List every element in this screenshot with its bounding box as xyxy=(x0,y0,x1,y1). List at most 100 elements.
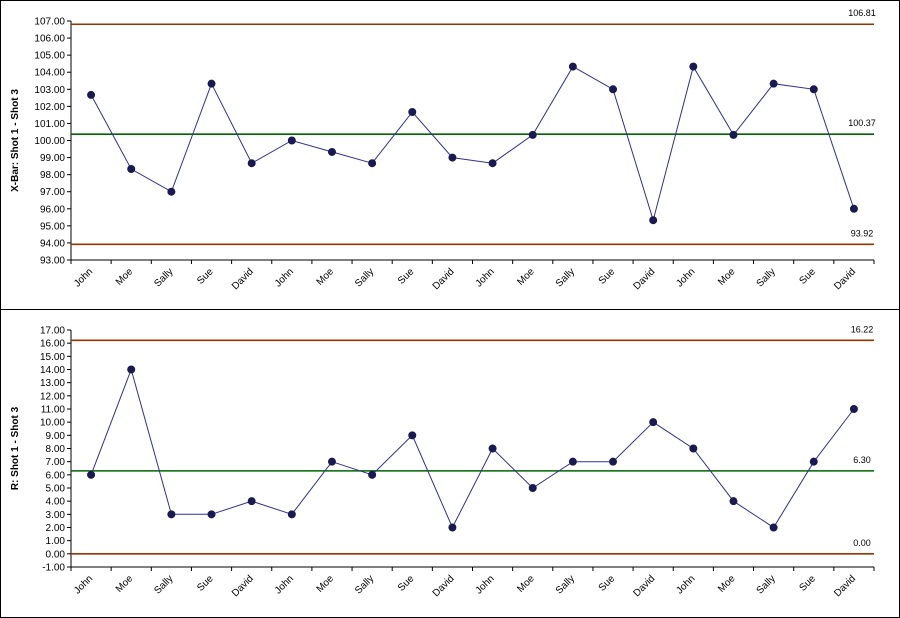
xbar-y-tick-label: 94.00 xyxy=(40,238,65,249)
xbar-x-tick-label: David xyxy=(832,266,858,292)
range-x-tick-label: Sue xyxy=(396,573,417,594)
xbar-y-tick-label: 96.00 xyxy=(40,204,65,215)
xbar-y-tick-label: 104.00 xyxy=(34,68,65,79)
xbar-x-tick-label: Sue xyxy=(798,266,819,287)
xbar-y-tick-label: 102.00 xyxy=(34,102,65,113)
range-data-point xyxy=(729,497,738,506)
range-x-tick-label: John xyxy=(474,573,497,596)
range-data-point xyxy=(849,405,858,413)
xbar-x-tick-label: Moe xyxy=(114,266,136,288)
range-x-tick-label: David xyxy=(631,573,657,599)
range-data-point xyxy=(448,523,457,532)
range-data-point xyxy=(769,523,778,532)
range-y-tick-label: 14.00 xyxy=(40,365,65,376)
xbar-y-tick-label: 103.00 xyxy=(34,85,65,96)
range-x-tick-label: David xyxy=(431,573,457,599)
xbar-data-point xyxy=(568,62,577,71)
xbar-data-point xyxy=(87,90,96,99)
range-x-tick-label: Moe xyxy=(515,573,537,595)
xbar-x-tick-label: David xyxy=(631,266,657,292)
range-data-point xyxy=(167,510,176,519)
range-y-tick-label: 17.00 xyxy=(40,326,65,337)
xbar-data-point xyxy=(408,107,417,116)
xbar-y-axis-title: X-Bar: Shot 1 - Shot 3 xyxy=(10,89,21,192)
range-data-point xyxy=(247,497,256,506)
range-chart: -1.00 0.00 1.00 2.00 3.00 4.00 5.00 6.00 7.00 8.0… xyxy=(10,324,875,599)
range-y-tick-label: -1.00 xyxy=(42,563,65,574)
xbar-y-tick-label: 98.00 xyxy=(40,170,65,181)
range-y-tick-label: 4.00 xyxy=(46,497,66,508)
xbar-x-tick-label: Moe xyxy=(716,266,738,288)
range-data-point xyxy=(408,431,417,440)
xbar-data-point xyxy=(247,159,256,168)
xbar-data-point xyxy=(167,187,176,196)
range-x-tick-label: Sue xyxy=(597,573,618,594)
range-y-tick-label: 0.00 xyxy=(46,549,66,560)
xbar-data-point xyxy=(287,136,296,145)
range-data-point xyxy=(649,418,658,427)
range-x-tick-label: Sally xyxy=(554,573,577,596)
range-data-point xyxy=(528,484,537,492)
range-y-tick-label: 10.00 xyxy=(40,418,65,429)
range-x-tick-label: Sally xyxy=(755,573,778,596)
xbar-data-point xyxy=(448,153,457,162)
range-x-tick-label: John xyxy=(674,573,697,596)
range-data-point xyxy=(568,457,577,466)
range-y-tick-label: 1.00 xyxy=(46,536,66,547)
xbar-data-point xyxy=(609,85,618,94)
range-y-tick-label: 12.00 xyxy=(40,391,65,402)
range-y-tick-label: 15.00 xyxy=(40,352,65,363)
xbar-x-tick-label: John xyxy=(474,266,497,289)
xbar-series-line xyxy=(90,65,855,223)
xbar-chart: 93.00 94.00 95.00 96.00 97.00 98.00 99.00 100.0… xyxy=(10,8,876,292)
range-x-tick-label: David xyxy=(832,573,858,599)
range-y-tick-label: 8.00 xyxy=(46,444,66,455)
range-lower-control-limit-label: 0.00 xyxy=(853,538,871,548)
range-series-line xyxy=(90,367,855,529)
xbar-y-tick-label: 105.00 xyxy=(34,51,65,62)
xbar-data-point xyxy=(368,159,377,168)
range-data-point xyxy=(327,457,336,466)
xbar-data-point xyxy=(769,79,778,88)
range-data-point xyxy=(87,470,96,479)
xbar-data-point xyxy=(528,130,537,139)
range-x-tick-label: David xyxy=(230,573,256,599)
xbar-x-tick-label: John xyxy=(72,266,95,289)
range-y-tick-label: 6.00 xyxy=(46,470,66,481)
xbar-x-tick-label: Moe xyxy=(315,266,337,288)
range-data-point xyxy=(127,365,136,374)
range-data-point xyxy=(488,444,497,453)
range-data-point xyxy=(609,457,618,466)
xbar-y-tick-label: 95.00 xyxy=(40,221,65,232)
xbar-y-tick-label: 97.00 xyxy=(40,187,65,198)
range-center-line-label: 6.30 xyxy=(853,455,871,465)
xbar-x-tick-label: Sally xyxy=(353,266,376,289)
range-y-tick-label: 13.00 xyxy=(40,378,65,389)
range-y-tick-label: 7.00 xyxy=(46,457,66,468)
range-x-tick-label: Moe xyxy=(315,573,337,595)
range-chart-panel: -1.00 0.00 1.00 2.00 3.00 4.00 5.00 6.00 7.00 8.0… xyxy=(0,309,900,618)
xbar-data-point xyxy=(327,147,336,156)
range-y-tick-label: 11.00 xyxy=(41,405,66,416)
range-x-tick-label: John xyxy=(72,573,95,596)
range-x-tick-label: Sue xyxy=(195,573,216,594)
xbar-chart-panel: 93.00 94.00 95.00 96.00 97.00 98.00 99.00 100.0… xyxy=(0,0,900,310)
xbar-x-tick-label: Sally xyxy=(554,266,577,289)
range-data-point xyxy=(689,444,698,453)
range-x-tick-label: Sally xyxy=(353,573,376,596)
xbar-data-point xyxy=(488,159,497,168)
xbar-data-point xyxy=(849,204,858,213)
range-y-tick-label: 9.00 xyxy=(46,431,66,442)
xbar-data-point xyxy=(127,165,136,174)
range-y-tick-label: 16.00 xyxy=(40,339,65,350)
xbar-upper-control-limit-label: 106.81 xyxy=(848,8,876,18)
xbar-data-point xyxy=(809,85,818,94)
range-upper-control-limit-label: 16.22 xyxy=(851,324,874,334)
xbar-data-point xyxy=(729,130,738,139)
xbar-lower-control-limit-label: 93.92 xyxy=(851,228,874,238)
xbar-y-tick-label: 107.00 xyxy=(34,17,65,28)
range-x-tick-label: Moe xyxy=(114,573,136,595)
range-x-tick-label: John xyxy=(273,573,296,596)
range-data-point xyxy=(368,470,377,479)
range-data-point xyxy=(287,510,296,519)
